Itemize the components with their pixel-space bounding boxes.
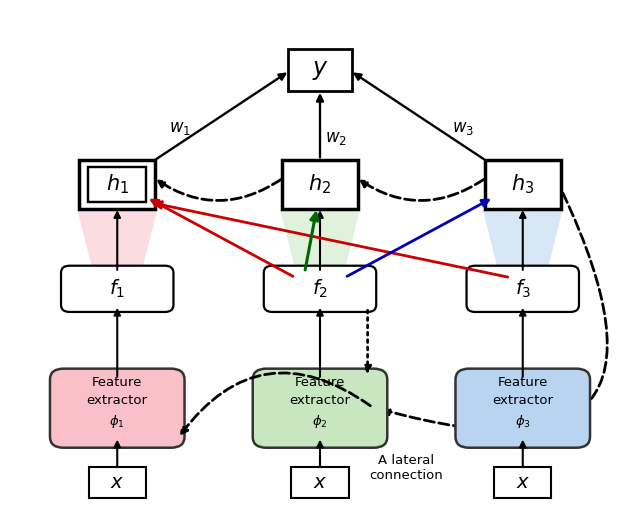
Text: $x$: $x$ — [110, 474, 124, 492]
FancyArrowPatch shape — [347, 200, 488, 276]
FancyArrowPatch shape — [365, 310, 371, 371]
FancyBboxPatch shape — [289, 49, 351, 91]
FancyArrowPatch shape — [355, 74, 484, 159]
Text: $h_3$: $h_3$ — [511, 172, 534, 196]
Text: $y$: $y$ — [312, 59, 328, 81]
Polygon shape — [77, 210, 157, 270]
FancyArrowPatch shape — [362, 179, 484, 200]
FancyArrowPatch shape — [520, 310, 525, 377]
FancyBboxPatch shape — [485, 160, 561, 209]
FancyArrowPatch shape — [182, 373, 371, 434]
Text: A lateral
connection: A lateral connection — [369, 454, 443, 482]
FancyArrowPatch shape — [156, 202, 508, 277]
FancyArrowPatch shape — [159, 179, 281, 200]
FancyArrowPatch shape — [520, 212, 525, 270]
FancyBboxPatch shape — [61, 266, 173, 312]
FancyArrowPatch shape — [317, 212, 323, 270]
FancyBboxPatch shape — [79, 160, 155, 209]
FancyBboxPatch shape — [467, 266, 579, 312]
FancyArrowPatch shape — [520, 442, 525, 466]
FancyArrowPatch shape — [317, 95, 323, 157]
Polygon shape — [483, 210, 563, 270]
FancyBboxPatch shape — [282, 160, 358, 209]
FancyArrowPatch shape — [305, 213, 318, 270]
Text: $f_3$: $f_3$ — [515, 278, 531, 300]
Text: $f_1$: $f_1$ — [109, 278, 125, 300]
FancyArrowPatch shape — [115, 442, 120, 466]
Text: Feature
extractor
$\phi_3$: Feature extractor $\phi_3$ — [492, 376, 553, 430]
FancyBboxPatch shape — [253, 369, 387, 448]
Text: $x$: $x$ — [313, 474, 327, 492]
FancyArrowPatch shape — [156, 74, 285, 159]
Text: Feature
extractor
$\phi_1$: Feature extractor $\phi_1$ — [87, 376, 148, 430]
FancyBboxPatch shape — [494, 467, 551, 498]
Text: $w_3$: $w_3$ — [452, 120, 474, 137]
FancyBboxPatch shape — [291, 467, 349, 498]
FancyArrowPatch shape — [115, 310, 120, 377]
FancyArrowPatch shape — [115, 212, 120, 270]
Text: $w_1$: $w_1$ — [170, 120, 191, 137]
Polygon shape — [280, 210, 360, 270]
FancyBboxPatch shape — [456, 369, 590, 448]
Text: $h_2$: $h_2$ — [308, 172, 332, 196]
Text: $h_1$: $h_1$ — [106, 172, 129, 196]
FancyBboxPatch shape — [50, 369, 184, 448]
FancyArrowPatch shape — [152, 200, 293, 276]
Text: $x$: $x$ — [516, 474, 530, 492]
Text: $f_2$: $f_2$ — [312, 278, 328, 300]
FancyArrowPatch shape — [317, 310, 323, 377]
FancyBboxPatch shape — [89, 467, 146, 498]
FancyArrowPatch shape — [317, 442, 323, 466]
FancyBboxPatch shape — [264, 266, 376, 312]
Text: Feature
extractor
$\phi_2$: Feature extractor $\phi_2$ — [289, 376, 351, 430]
Text: $w_2$: $w_2$ — [325, 130, 347, 147]
FancyArrowPatch shape — [384, 193, 607, 430]
